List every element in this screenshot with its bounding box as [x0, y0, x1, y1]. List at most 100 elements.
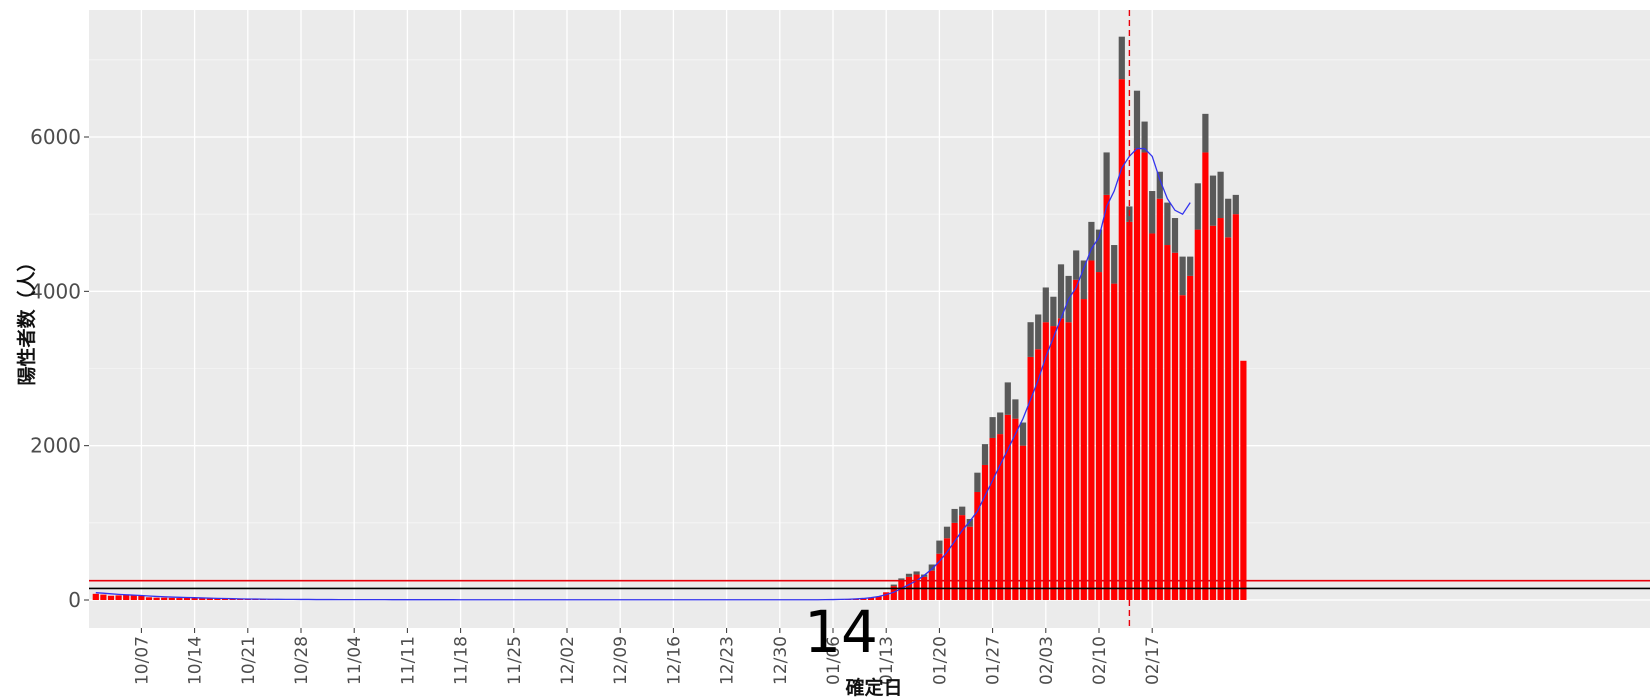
bar-gray — [951, 508, 958, 523]
gridlines — [89, 10, 1650, 628]
bar-red — [1004, 414, 1011, 600]
bar-red — [221, 598, 229, 600]
bar-red — [1232, 214, 1239, 601]
y-tick-label: 4000 — [30, 279, 81, 303]
bar-red — [890, 586, 897, 600]
bar-red — [989, 437, 996, 600]
bar-gray — [959, 506, 966, 516]
bar-red — [1019, 445, 1027, 600]
bar-gray — [1027, 322, 1034, 357]
x-tick-label: 10/21 — [239, 636, 259, 685]
bar-gray — [1217, 171, 1224, 219]
bar-gray — [1202, 113, 1209, 153]
bar-red — [1225, 237, 1232, 600]
bar-red — [168, 597, 175, 600]
x-tick-label: 10/28 — [292, 636, 312, 685]
x-tick-label: 12/16 — [664, 636, 684, 685]
x-tick-label: 11/18 — [452, 636, 472, 685]
bar-red — [867, 597, 875, 600]
x-tick-label: 02/10 — [1090, 636, 1110, 685]
bar-red — [959, 515, 966, 600]
bar-gray — [966, 518, 973, 527]
x-tick-label: 01/06 — [824, 636, 844, 685]
bar-red — [161, 597, 168, 600]
bar-red — [214, 598, 221, 600]
bar-red — [1179, 295, 1186, 600]
bar-gray — [898, 578, 905, 581]
bar-red — [1027, 356, 1034, 600]
bar-gray — [1111, 245, 1118, 284]
bar-red — [1080, 299, 1087, 600]
x-tick-label: 02/17 — [1143, 636, 1163, 685]
bar-red — [997, 434, 1004, 600]
bar-gray — [890, 584, 897, 587]
bar-gray — [1179, 256, 1186, 296]
bar-red — [875, 596, 882, 600]
x-tick-label: 12/09 — [611, 636, 631, 685]
bar-red — [1202, 152, 1209, 600]
bar-red — [1057, 318, 1065, 600]
plot-panel — [89, 10, 1650, 628]
x-tick-label: 12/02 — [558, 636, 578, 685]
bar-gray — [1095, 229, 1103, 273]
moving-average-series — [95, 147, 1191, 601]
bar-red — [1171, 252, 1179, 600]
x-tick-label: 10/14 — [186, 636, 206, 685]
y-tick-label: 2000 — [30, 434, 81, 458]
bar-red — [1133, 148, 1141, 600]
x-tick-label: 01/20 — [930, 636, 950, 685]
y-tick-label: 0 — [68, 588, 81, 612]
bar-red — [229, 598, 236, 600]
bar-red — [1118, 79, 1125, 601]
bar-red — [898, 580, 905, 600]
bar-gray — [928, 564, 935, 571]
y-axis-title: 陽性者数（人） — [15, 252, 38, 385]
y-axis-ticks: 0 2000 4000 6000 — [30, 125, 89, 612]
bar-red — [1217, 218, 1224, 600]
overlay-number: 14 — [804, 598, 878, 666]
bar-gray — [1012, 399, 1019, 419]
bar-red — [176, 598, 183, 600]
moving-average-line — [95, 147, 1191, 601]
bar-gray — [1164, 202, 1171, 246]
bar-red — [123, 594, 130, 600]
bar-gray — [1088, 221, 1095, 261]
bar-red — [883, 592, 890, 600]
bar-red — [1187, 275, 1194, 600]
bar-gray — [1209, 175, 1217, 226]
bar-red — [943, 538, 951, 600]
x-axis-ticks: 10/07 10/14 10/21 10/28 11/04 11/11 11/18 11/25… — [132, 628, 1163, 685]
x-tick-label: 11/04 — [345, 636, 365, 685]
bar-red — [1164, 245, 1171, 600]
bar-gray — [1141, 121, 1148, 153]
y-tick-label: 6000 — [30, 125, 81, 149]
bar-red — [1209, 225, 1217, 601]
bar-red — [1012, 418, 1019, 600]
bar-red — [1156, 198, 1163, 601]
bar-gray — [974, 472, 981, 492]
x-tick-label: 11/25 — [505, 636, 525, 685]
bar-red — [974, 491, 981, 600]
bar-red — [100, 594, 107, 600]
bar-red — [1035, 349, 1042, 600]
bar-red — [928, 570, 935, 600]
bar-red — [913, 574, 920, 600]
bar-gray — [1232, 194, 1239, 215]
bar-red — [981, 464, 989, 600]
bar-gray — [997, 412, 1004, 435]
bar-gray — [1149, 191, 1156, 234]
bar-red — [1111, 283, 1118, 600]
bar-red — [1042, 322, 1049, 600]
x-tick-label: 01/27 — [984, 636, 1004, 685]
bar-gray — [936, 540, 943, 554]
bar-gray — [1073, 250, 1080, 280]
bar-red — [860, 598, 867, 600]
bar-red — [92, 593, 99, 600]
bar-red — [130, 595, 137, 600]
x-axis-title: 確定日 — [845, 676, 902, 699]
bar-gray — [989, 417, 996, 438]
x-tick-label: 01/13 — [877, 636, 897, 685]
bar-red — [115, 595, 122, 600]
bar-gray — [1080, 260, 1087, 300]
bar-gray — [1133, 90, 1141, 149]
